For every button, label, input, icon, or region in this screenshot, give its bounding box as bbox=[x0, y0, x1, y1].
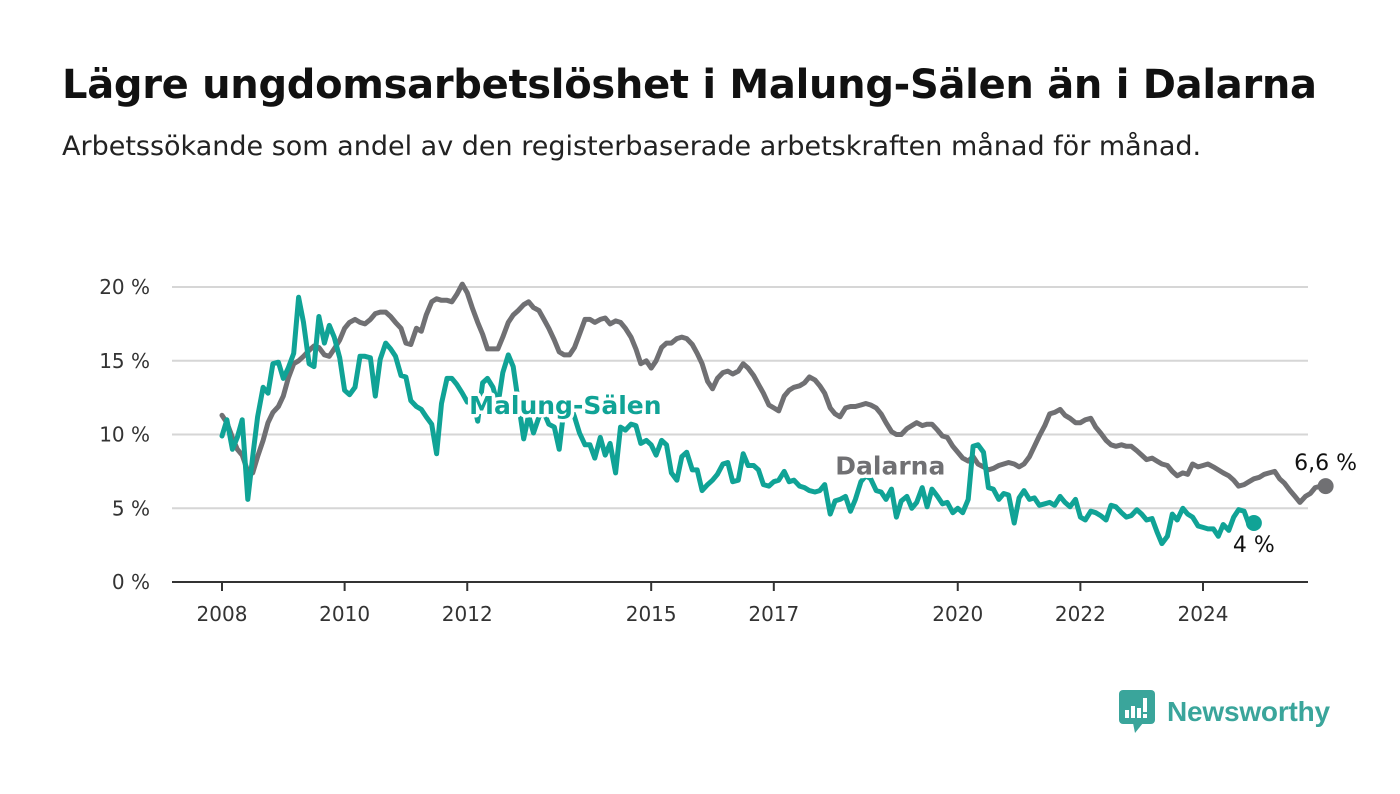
x-tick-label-2010: 2010 bbox=[319, 602, 370, 626]
series-labels: 6,6 % Dalarna 4 % Malung-Sälen bbox=[466, 388, 1357, 559]
x-tick-label-2008: 2008 bbox=[197, 602, 248, 626]
y-axis: 0 % 5 % 10 % 15 % 20 % bbox=[99, 275, 150, 594]
x-tick-label-2020: 2020 bbox=[932, 602, 983, 626]
y-tick-label-0: 0 % bbox=[112, 570, 150, 594]
end-point-malung-s-len bbox=[1245, 515, 1262, 531]
chart-title: Lägre ungdomsarbetslöshet i Malung-Sälen… bbox=[62, 62, 1317, 108]
x-tick-label-2017: 2017 bbox=[748, 602, 799, 626]
y-tick-label-5: 5 % bbox=[112, 496, 150, 520]
newsworthy-logo-text: Newsworthy bbox=[1167, 696, 1330, 727]
x-tick-label-2022: 2022 bbox=[1055, 602, 1106, 626]
x-tick-label-2015: 2015 bbox=[626, 602, 677, 626]
newsworthy-logo-icon bbox=[1119, 690, 1155, 733]
x-tick-label-2024: 2024 bbox=[1178, 602, 1229, 626]
series-label-malung-s-len: Malung-Sälen bbox=[469, 391, 661, 420]
end-point-dalarna bbox=[1317, 478, 1334, 495]
chart-subtitle: Arbetssökande som andel av den registerb… bbox=[62, 131, 1202, 162]
y-tick-label-10: 10 % bbox=[99, 423, 150, 447]
end-label-malung-s-len: 4 % bbox=[1233, 533, 1275, 558]
newsworthy-logo: Newsworthy bbox=[1119, 690, 1330, 734]
x-tick-label-2012: 2012 bbox=[442, 602, 493, 626]
y-tick-label-20: 20 % bbox=[99, 275, 150, 299]
end-label-dalarna: 6,6 % bbox=[1294, 451, 1357, 476]
x-axis: 2008 2010 2012 2015 2017 2020 2022 2024 bbox=[172, 581, 1308, 626]
y-tick-label-15: 15 % bbox=[99, 349, 150, 373]
series-line-dalarna bbox=[219, 281, 1329, 505]
series-group bbox=[219, 281, 1334, 547]
series-label-dalarna: Dalarna bbox=[835, 451, 945, 480]
series-line-malung-s-len bbox=[219, 294, 1257, 547]
